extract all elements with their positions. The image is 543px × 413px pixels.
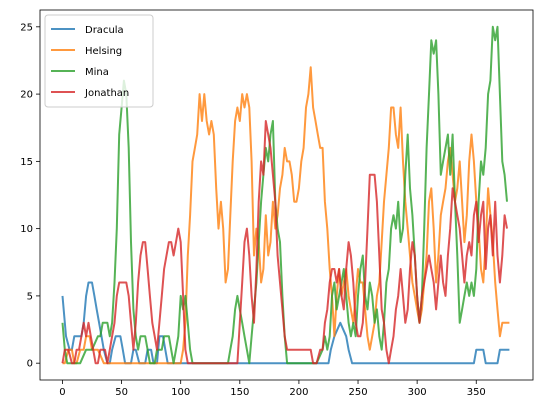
series-line-dracula — [61, 281, 510, 365]
x-tick-label: 150 — [230, 387, 249, 398]
x-tick-label: 300 — [408, 387, 427, 398]
legend-label-jonathan: Jonathan — [84, 88, 129, 99]
legend-label-mina: Mina — [85, 67, 109, 78]
y-tick-label: 0 — [27, 359, 33, 370]
series-line-helsing — [62, 66, 510, 365]
plot-frame — [39, 9, 534, 381]
y-axis: 0 5 10 15 20 25 — [20, 22, 40, 370]
series-line-mina — [61, 25, 508, 365]
y-tick-label: 15 — [20, 157, 33, 168]
x-tick-label: 100 — [171, 387, 190, 398]
series-layer — [61, 25, 510, 365]
legend-label-dracula: Dracula — [85, 25, 124, 36]
x-tick-label: 200 — [289, 387, 308, 398]
y-tick-label: 5 — [27, 291, 33, 302]
y-tick-label: 10 — [20, 224, 33, 235]
legend-label-helsing: Helsing — [85, 46, 122, 57]
x-axis: 0 50 100 150 200 250 300 350 — [59, 380, 486, 398]
legend-box — [44, 14, 154, 108]
x-tick-label: 350 — [467, 387, 486, 398]
x-tick-label: 0 — [59, 387, 65, 398]
series-line-jonathan — [61, 120, 508, 365]
y-tick-label: 20 — [20, 90, 33, 101]
legend: Dracula Helsing Mina Jonathan — [44, 14, 154, 108]
x-tick-label: 50 — [115, 387, 128, 398]
x-tick-label: 250 — [348, 387, 367, 398]
y-tick-label: 25 — [20, 22, 33, 33]
